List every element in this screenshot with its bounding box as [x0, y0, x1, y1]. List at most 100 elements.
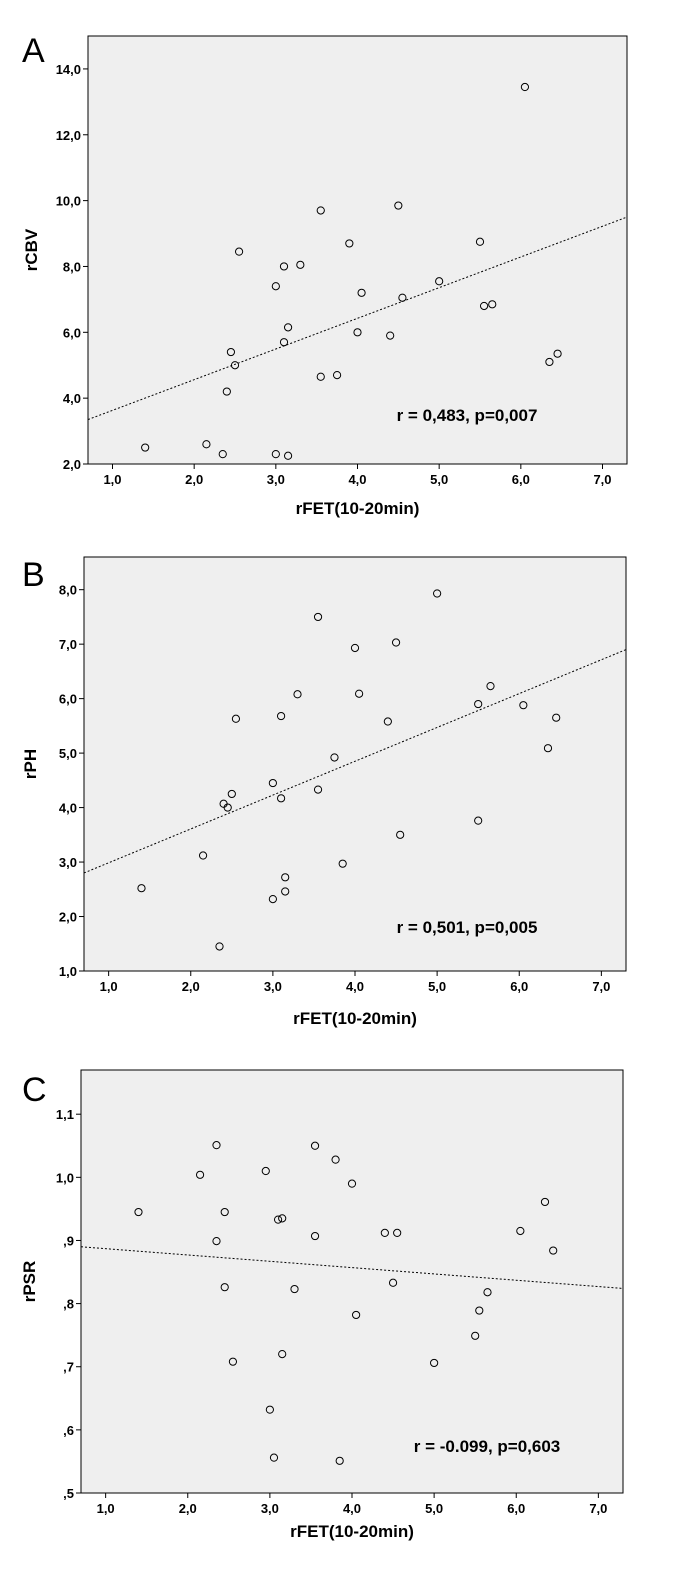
data-point [220, 1207, 229, 1217]
data-point [141, 443, 150, 452]
data-point [483, 1288, 492, 1297]
data-point [391, 638, 401, 647]
data-point [549, 1246, 558, 1255]
y-axis-title: rCBV [22, 228, 41, 271]
data-point [279, 262, 289, 271]
data-point [273, 1215, 283, 1224]
data-point [474, 816, 483, 825]
data-point [137, 884, 146, 893]
plot-area [80, 1069, 624, 1494]
data-point [310, 1231, 320, 1241]
y-tick-label: 1,1 [56, 1107, 74, 1122]
data-point [195, 1170, 205, 1179]
data-point [475, 1306, 484, 1315]
y-tick-label: 6,0 [63, 325, 81, 340]
data-point [386, 331, 395, 340]
data-point [234, 247, 244, 256]
chart-panel-b: B 1,0 2,0 3,0 4,0 5,0 6,0 7,0 1,0 2,0 3,0 4,0 5,0 6,0… [21, 556, 627, 1028]
panel-label: C [22, 1071, 47, 1109]
x-axis-title: rFET(10-20min) [293, 1009, 417, 1028]
data-point [355, 689, 364, 698]
data-point [268, 778, 277, 788]
x-tick-label: 5,0 [428, 979, 446, 994]
y-tick-label: 7,0 [59, 637, 77, 652]
x-tick-label: 4,0 [346, 979, 364, 994]
data-point [383, 717, 392, 726]
x-tick-label: 5,0 [425, 1501, 443, 1516]
data-point [215, 942, 224, 951]
y-tick-label: ,6 [63, 1423, 74, 1438]
data-point [388, 1278, 398, 1287]
data-point [313, 612, 323, 622]
data-point [352, 1310, 361, 1320]
x-axis-title: rFET(10-20min) [290, 1522, 414, 1541]
x-tick-label: 4,0 [348, 472, 366, 487]
data-point [471, 1331, 480, 1340]
x-tick-label: 1,0 [100, 979, 118, 994]
y-tick-label: 1,0 [56, 1170, 74, 1185]
x-tick-label: 5,0 [430, 472, 448, 487]
panel-label: A [22, 32, 45, 70]
y-tick-label: 4,0 [63, 391, 81, 406]
x-tick-label: 1,0 [103, 472, 121, 487]
y-axis-title: rPH [21, 749, 40, 779]
data-point [435, 277, 444, 286]
data-point [293, 690, 302, 699]
chart-panel-a: A 1,0 2,0 3,0 4,0 5,0 6,0 7,0 2,0 4,0 6,0 8,0 10,0 12… [22, 32, 628, 518]
regression-line [80, 1246, 624, 1289]
data-point [271, 450, 280, 459]
data-point [520, 82, 530, 92]
data-point [222, 387, 231, 396]
data-point [269, 1453, 279, 1462]
data-point [231, 714, 241, 723]
data-point [281, 887, 290, 896]
y-tick-label: 8,0 [59, 583, 77, 598]
data-point [230, 361, 240, 370]
data-point [516, 1226, 525, 1236]
data-point [212, 1141, 221, 1150]
data-point [345, 239, 354, 248]
y-tick-label: 6,0 [59, 692, 77, 707]
x-tick-label: 6,0 [512, 472, 530, 487]
data-point [226, 347, 236, 357]
x-tick-label: 6,0 [510, 979, 528, 994]
data-point [398, 293, 407, 302]
data-point [335, 1456, 344, 1465]
x-axis-title: rFET(10-20min) [296, 499, 420, 518]
y-tick-label: ,8 [63, 1297, 74, 1312]
x-tick-label: 4,0 [343, 1501, 361, 1516]
data-point [475, 237, 485, 246]
data-point [350, 643, 360, 653]
y-tick-label: 4,0 [59, 801, 77, 816]
data-point [545, 357, 554, 367]
data-point [283, 451, 293, 460]
y-tick-label: 14,0 [56, 62, 81, 77]
x-tick-label: 7,0 [589, 1501, 607, 1516]
x-tick-label: 1,0 [97, 1501, 115, 1516]
data-point [338, 859, 347, 868]
data-point [486, 682, 495, 691]
x-tick-label: 2,0 [179, 1501, 197, 1516]
data-point [433, 589, 442, 598]
data-point [281, 873, 290, 882]
correlation-annotation: r = -0.099, p=0,603 [414, 1437, 561, 1456]
x-tick-label: 2,0 [182, 979, 200, 994]
data-point [283, 323, 293, 332]
data-point [519, 701, 528, 710]
data-point [198, 851, 208, 860]
data-point [279, 338, 289, 347]
data-point [296, 260, 305, 269]
x-tick-label: 6,0 [507, 1501, 525, 1516]
x-tick-label: 3,0 [261, 1501, 279, 1516]
regression-line [83, 649, 627, 874]
data-point [218, 450, 227, 459]
data-point [430, 1358, 439, 1368]
data-point [223, 803, 232, 812]
correlation-annotation: r = 0,483, p=0,007 [397, 406, 538, 425]
data-point [228, 1357, 238, 1366]
y-tick-label: 3,0 [59, 855, 77, 870]
chart-panel-c: C 1,0 2,0 3,0 4,0 5,0 6,0 7,0 ,5 ,6 ,7 ,8 ,9 1,0 1,1 rF… [20, 1069, 624, 1541]
data-point [479, 301, 489, 311]
x-tick-label: 7,0 [593, 472, 611, 487]
